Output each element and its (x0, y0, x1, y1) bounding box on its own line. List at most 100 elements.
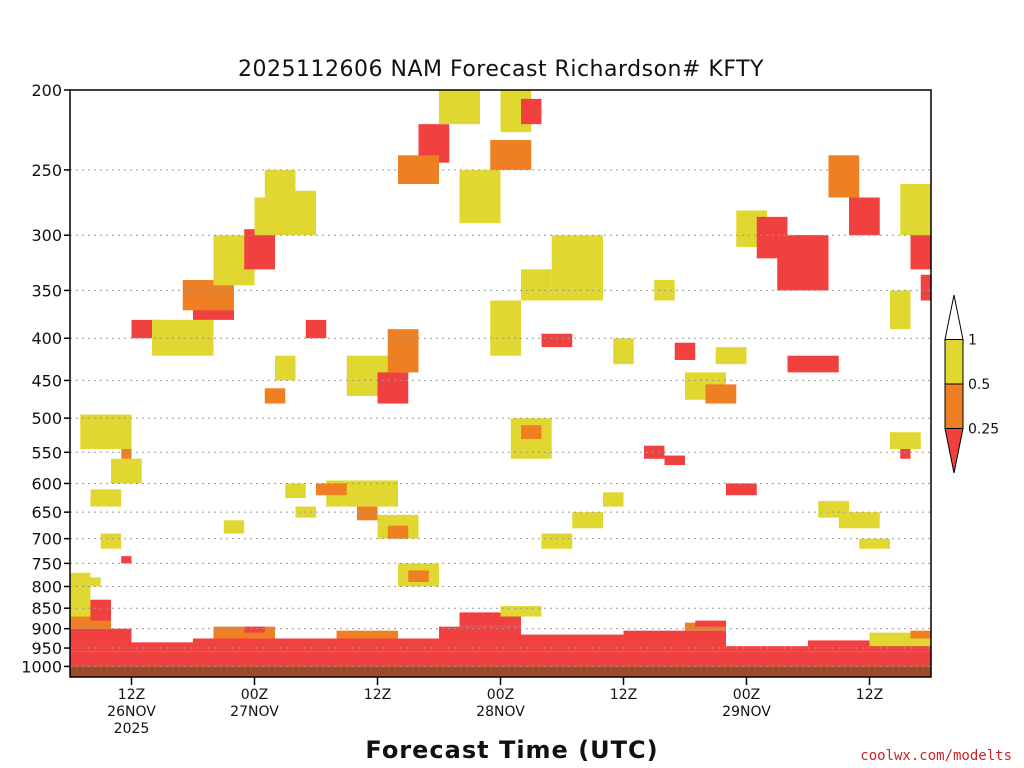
ri-cell-37 (357, 506, 378, 521)
y-tick-label-200: 200 (31, 81, 62, 100)
legend-label-0: 1 (968, 333, 977, 349)
ri-cell-5 (377, 638, 439, 652)
y-tick-label-600: 600 (31, 474, 62, 493)
ri-cell-24 (80, 414, 132, 450)
ri-cell-78 (920, 274, 931, 301)
ri-cell-51 (521, 98, 542, 125)
y-axis-ticks: 200 250 300 350 400 450 500 550 600 650 700 750 800 8… (21, 81, 70, 676)
ri-cell-7 (521, 634, 624, 652)
ri-cell-58 (613, 338, 634, 365)
y-tick-label-900: 900 (31, 620, 62, 639)
x-tick-label-4-0: 12Z (610, 687, 637, 703)
ri-cell-13 (90, 599, 111, 621)
ri-cell-20 (695, 620, 726, 627)
ri-cell-65 (726, 483, 757, 496)
legend-swatch-0.5-1 (944, 339, 964, 385)
y-tick-label-950: 950 (31, 639, 62, 658)
ri-cell-54 (521, 425, 542, 440)
ri-cell-71 (797, 235, 819, 270)
ri-cell-36 (316, 483, 347, 496)
ri-cell-15 (244, 626, 265, 633)
ri-cell-48 (459, 169, 501, 224)
ri-cell-22 (910, 630, 931, 639)
ri-cell-89 (285, 483, 306, 499)
ri-cell-79 (890, 432, 921, 450)
ri-cell-92 (275, 355, 296, 381)
ri-cell-8 (623, 630, 726, 652)
x-tick-label-5-1: 29NOV (722, 704, 771, 720)
ri-cell-49 (490, 140, 532, 170)
y-tick-label-1000: 1000 (21, 657, 62, 676)
y-tick-label-700: 700 (31, 530, 62, 549)
ri-cell-60 (664, 455, 685, 466)
ri-cell-31 (244, 229, 275, 270)
ri-cell-84 (90, 489, 122, 507)
ri-cell-66 (715, 347, 747, 365)
ri-cell-16 (336, 630, 398, 639)
x-tick-label-0-2: 2025 (114, 721, 150, 737)
ri-cell-23 (111, 458, 142, 484)
ri-cell-9 (726, 646, 808, 652)
x-tick-label-5-0: 00Z (733, 687, 760, 703)
ri-cell-95 (572, 512, 603, 529)
ri-cell-91 (305, 319, 327, 339)
ri-cell-94 (603, 492, 624, 507)
x-tick-label-3-1: 28NOV (476, 704, 525, 720)
legend-cap-top (944, 294, 964, 340)
ri-cell-96 (541, 533, 573, 549)
ri-cell-76 (900, 183, 931, 236)
ri-cell-1 (70, 628, 132, 652)
ri-cell-56 (521, 269, 552, 301)
ri-cell-73 (838, 512, 880, 529)
ri-cell-52 (490, 300, 521, 356)
y-tick-label-500: 500 (31, 409, 62, 428)
y-tick-label-400: 400 (31, 329, 62, 348)
ri-cell-70 (787, 355, 839, 373)
ri-cell-3 (193, 638, 255, 652)
ri-cell-55 (541, 333, 573, 348)
y-tick-label-350: 350 (31, 281, 62, 300)
x-tick-label-6-0: 12Z (856, 687, 883, 703)
y-tick-label-800: 800 (31, 577, 62, 596)
ri-cell-75 (890, 290, 911, 330)
y-tick-label-250: 250 (31, 161, 62, 180)
ri-cell-74 (859, 538, 890, 549)
y-tick-label-850: 850 (31, 599, 62, 618)
ri-cell-57 (551, 235, 603, 301)
legend-cap-bottom (944, 428, 964, 474)
ri-cell-2 (131, 642, 193, 652)
plot-area (70, 90, 931, 677)
x-tick-label-2-0: 12Z (364, 687, 391, 703)
ri-cell-87 (80, 577, 101, 587)
ri-cell-25 (121, 449, 132, 459)
ri-cell-18 (500, 606, 542, 617)
credit-link[interactable]: coolwx.com/modelts (860, 748, 1012, 764)
x-axis-label: Forecast Time (UTC) (365, 736, 658, 764)
y-tick-label-450: 450 (31, 371, 62, 390)
ri-cell-59 (644, 445, 665, 459)
ri-cell-39 (387, 525, 409, 539)
chart-title: 2025112606 NAM Forecast Richardson# KFTY (238, 57, 764, 82)
ri-cell-82 (849, 197, 880, 236)
ri-cell-80 (900, 449, 911, 459)
ri-cell-41 (408, 570, 429, 582)
y-tick-label-750: 750 (31, 554, 62, 573)
ri-cell-47 (439, 90, 480, 125)
legend-swatch-0.25-0.5 (944, 383, 964, 429)
ri-cell-34 (285, 190, 316, 236)
legend-label-1: 0.5 (968, 377, 990, 393)
ri-cell-85 (100, 533, 122, 549)
x-tick-label-1-0: 00Z (241, 687, 268, 703)
y-tick-label-300: 300 (31, 226, 62, 245)
y-tick-label-650: 650 (31, 503, 62, 522)
legend: 1 0.5 0.25 (944, 294, 999, 474)
ri-cell-43 (377, 372, 409, 404)
x-tick-label-0-0: 12Z (118, 687, 145, 703)
y-tick-label-550: 550 (31, 443, 62, 462)
ri-cell-86 (121, 556, 132, 564)
ri-cell-4 (254, 638, 378, 652)
x-tick-label-3-0: 00Z (487, 687, 514, 703)
ri-cell-64 (705, 384, 737, 404)
